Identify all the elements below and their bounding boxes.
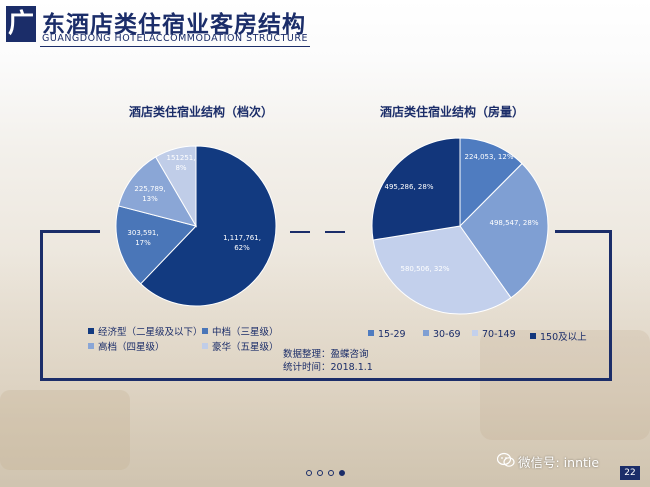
pie2-data-label-3: 580,506, 32% — [401, 265, 450, 273]
pie1-data-label-2: 303,591, 17% — [127, 229, 158, 247]
legend1-swatch-1 — [88, 328, 94, 334]
legend1-item-4: 豪华（五星级） — [202, 339, 279, 353]
data-date-note: 统计时间：2018.1.1 — [283, 362, 373, 373]
legend1-label-3: 高档（四星级） — [98, 342, 165, 353]
background-room-photo — [0, 250, 650, 487]
legend1-label-2: 中档（三星级） — [212, 327, 279, 338]
legend2-item-2: 30-69 — [423, 329, 461, 340]
frame-top-mid-1 — [290, 231, 310, 233]
pie1-data-label-3: 225,789, 13% — [134, 185, 165, 203]
legend1-swatch-3 — [88, 343, 94, 349]
pie2-slice-2 — [459, 162, 549, 299]
pie2-data-label-2: 498,547, 28% — [490, 219, 539, 227]
pager-dot-2[interactable] — [317, 470, 323, 476]
wechat-watermark: 微信号: inntie — [518, 455, 600, 470]
legend1-swatch-2 — [202, 328, 208, 334]
pie1-data-label-4: 151251, 8% — [167, 154, 196, 172]
background-sofa-right — [480, 330, 650, 440]
legend1-item-2: 中档（三星级） — [202, 324, 279, 338]
pie1-slice-3 — [117, 156, 198, 227]
pie2-slice-4 — [371, 137, 461, 241]
legend2-label-1: 15-29 — [378, 329, 406, 340]
title-underline — [40, 46, 310, 47]
wechat-icon — [497, 452, 515, 467]
frame-top-right — [555, 230, 612, 233]
pie2-data-label-4: 495,286, 28% — [385, 183, 434, 191]
chart-title-grade: 酒店类住宿业结构（档次） — [129, 105, 274, 119]
legend2-label-3: 70-149 — [482, 329, 516, 340]
background-sofa-left — [0, 390, 130, 470]
pie2-data-label-1: 224,053, 12% — [465, 153, 514, 161]
pager-dot-4[interactable] — [339, 470, 345, 476]
legend2-swatch-4 — [530, 333, 536, 339]
title-logo-box: 广 — [6, 6, 36, 42]
page-subtitle: GUANGDONG HOTELACCOMMODATION STRUCTURE — [42, 33, 308, 44]
legend1-swatch-4 — [202, 343, 208, 349]
legend1-item-3: 高档（四星级） — [88, 339, 165, 353]
legend2-item-4: 150及以上 — [530, 329, 587, 343]
pager-dot-1[interactable] — [306, 470, 312, 476]
pie1-data-label-1: 1,117,761, 62% — [223, 234, 261, 252]
legend2-swatch-1 — [368, 330, 374, 336]
frame-right — [609, 230, 612, 380]
legend2-label-2: 30-69 — [433, 329, 461, 340]
legend1-label-4: 豪华（五星级） — [212, 342, 279, 353]
legend2-swatch-2 — [423, 330, 429, 336]
legend2-swatch-3 — [472, 330, 478, 336]
frame-bottom — [40, 378, 612, 381]
data-source-note: 数据整理：盈蝶咨询 — [283, 349, 369, 360]
page-title: 东酒店类住宿业客房结构 — [42, 12, 306, 38]
frame-left — [40, 230, 43, 380]
legend2-item-1: 15-29 — [368, 329, 406, 340]
page-number: 22 — [620, 466, 640, 480]
pie2-slice-3 — [372, 225, 512, 315]
legend2-label-4: 150及以上 — [540, 332, 587, 343]
pie1-slice-4 — [154, 145, 197, 228]
legend2-item-3: 70-149 — [472, 329, 516, 340]
chart-title-rooms: 酒店类住宿业结构（房量） — [380, 105, 525, 119]
frame-top-left — [40, 230, 100, 233]
frame-top-mid-2 — [325, 231, 345, 233]
pie1-slice-1 — [139, 145, 277, 307]
pie1-slice-2 — [115, 205, 197, 285]
legend1-label-1: 经济型（二星级及以下） — [98, 327, 203, 338]
pie2-slice-1 — [459, 137, 523, 228]
legend1-item-1: 经济型（二星级及以下） — [88, 324, 203, 338]
pager-dot-3[interactable] — [328, 470, 334, 476]
